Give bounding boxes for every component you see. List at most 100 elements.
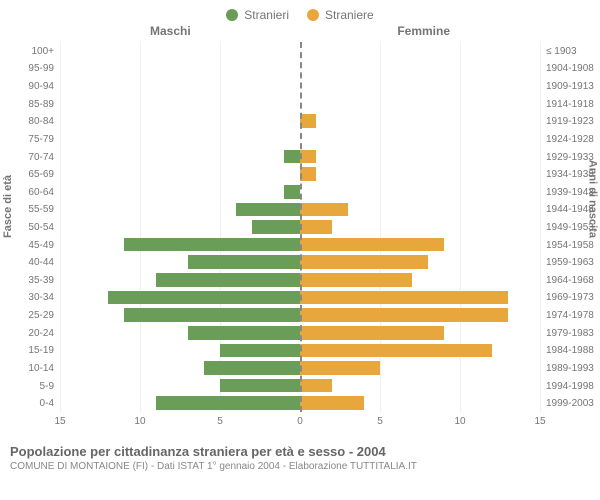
age-label: 45-49 (10, 240, 60, 251)
age-label: 50-54 (10, 222, 60, 233)
female-half (300, 289, 540, 307)
male-bar (220, 379, 300, 393)
male-half (60, 359, 300, 377)
male-bar (236, 203, 300, 217)
female-half (300, 130, 540, 148)
center-line (300, 42, 302, 412)
female-bar (300, 344, 492, 358)
male-bar (108, 291, 300, 305)
male-half (60, 218, 300, 236)
male-bar (188, 255, 300, 269)
age-label: 40-44 (10, 257, 60, 268)
male-bar (204, 361, 300, 375)
footer: Popolazione per cittadinanza straniera p… (0, 442, 600, 472)
female-bar (300, 203, 348, 217)
x-tick: 15 (534, 416, 545, 427)
legend-item-male: Stranieri (226, 6, 289, 24)
female-half (300, 324, 540, 342)
x-tick: 15 (54, 416, 65, 427)
male-bar (156, 396, 300, 410)
age-label: 60-64 (10, 187, 60, 198)
female-bar (300, 255, 428, 269)
birth-year-label: 1929-1933 (540, 152, 600, 163)
x-tick: 5 (377, 416, 383, 427)
chart-container: Stranieri Straniere Maschi Femmine Fasce… (0, 0, 600, 500)
male-half (60, 95, 300, 113)
birth-year-label: 1999-2003 (540, 398, 600, 409)
age-label: 70-74 (10, 152, 60, 163)
x-tick: 0 (297, 416, 303, 427)
birth-year-label: 1979-1983 (540, 328, 600, 339)
age-label: 20-24 (10, 328, 60, 339)
age-label: 65-69 (10, 169, 60, 180)
male-bar (252, 220, 300, 234)
male-half (60, 289, 300, 307)
legend: Stranieri Straniere (0, 0, 600, 24)
x-tick: 10 (134, 416, 145, 427)
legend-label-female: Straniere (325, 8, 374, 22)
male-half (60, 42, 300, 60)
male-half (60, 236, 300, 254)
age-label: 10-14 (10, 363, 60, 374)
legend-swatch-male (226, 9, 238, 21)
male-half (60, 77, 300, 95)
female-bar (300, 379, 332, 393)
female-half (300, 271, 540, 289)
female-bar (300, 167, 316, 181)
header-female: Femmine (397, 24, 450, 38)
female-bar (300, 396, 364, 410)
birth-year-label: 1949-1953 (540, 222, 600, 233)
chart-title: Popolazione per cittadinanza straniera p… (10, 444, 590, 459)
birth-year-label: ≤ 1903 (540, 46, 600, 57)
birth-year-label: 1989-1993 (540, 363, 600, 374)
legend-label-male: Stranieri (244, 8, 289, 22)
female-half (300, 306, 540, 324)
male-half (60, 148, 300, 166)
male-half (60, 201, 300, 219)
chart-subtitle: COMUNE DI MONTAIONE (FI) - Dati ISTAT 1°… (10, 461, 590, 472)
female-half (300, 183, 540, 201)
age-label: 25-29 (10, 310, 60, 321)
chart-area: Fasce di età Anni di nascita 100+≤ 19039… (0, 42, 600, 442)
female-half (300, 95, 540, 113)
age-label: 75-79 (10, 134, 60, 145)
age-label: 35-39 (10, 275, 60, 286)
female-half (300, 236, 540, 254)
age-label: 0-4 (10, 398, 60, 409)
birth-year-label: 1959-1963 (540, 257, 600, 268)
female-half (300, 253, 540, 271)
male-half (60, 130, 300, 148)
female-half (300, 201, 540, 219)
birth-year-label: 1964-1968 (540, 275, 600, 286)
birth-year-label: 1994-1998 (540, 381, 600, 392)
x-tick: 5 (217, 416, 223, 427)
age-label: 85-89 (10, 99, 60, 110)
birth-year-label: 1974-1978 (540, 310, 600, 321)
female-bar (300, 273, 412, 287)
female-half (300, 77, 540, 95)
legend-item-female: Straniere (307, 6, 374, 24)
male-half (60, 324, 300, 342)
female-bar (300, 326, 444, 340)
male-half (60, 112, 300, 130)
birth-year-label: 1924-1928 (540, 134, 600, 145)
male-half (60, 60, 300, 78)
female-half (300, 342, 540, 360)
female-bar (300, 150, 316, 164)
male-half (60, 165, 300, 183)
male-bar (220, 344, 300, 358)
age-label: 95-99 (10, 63, 60, 74)
female-half (300, 112, 540, 130)
birth-year-label: 1904-1908 (540, 63, 600, 74)
female-half (300, 165, 540, 183)
female-bar (300, 220, 332, 234)
male-bar (124, 238, 300, 252)
male-half (60, 306, 300, 324)
age-label: 100+ (10, 46, 60, 57)
male-half (60, 183, 300, 201)
birth-year-label: 1944-1948 (540, 204, 600, 215)
birth-year-label: 1969-1973 (540, 292, 600, 303)
plot-area: 100+≤ 190395-991904-190890-941909-191385… (60, 42, 540, 412)
birth-year-label: 1914-1918 (540, 99, 600, 110)
x-tick: 10 (454, 416, 465, 427)
